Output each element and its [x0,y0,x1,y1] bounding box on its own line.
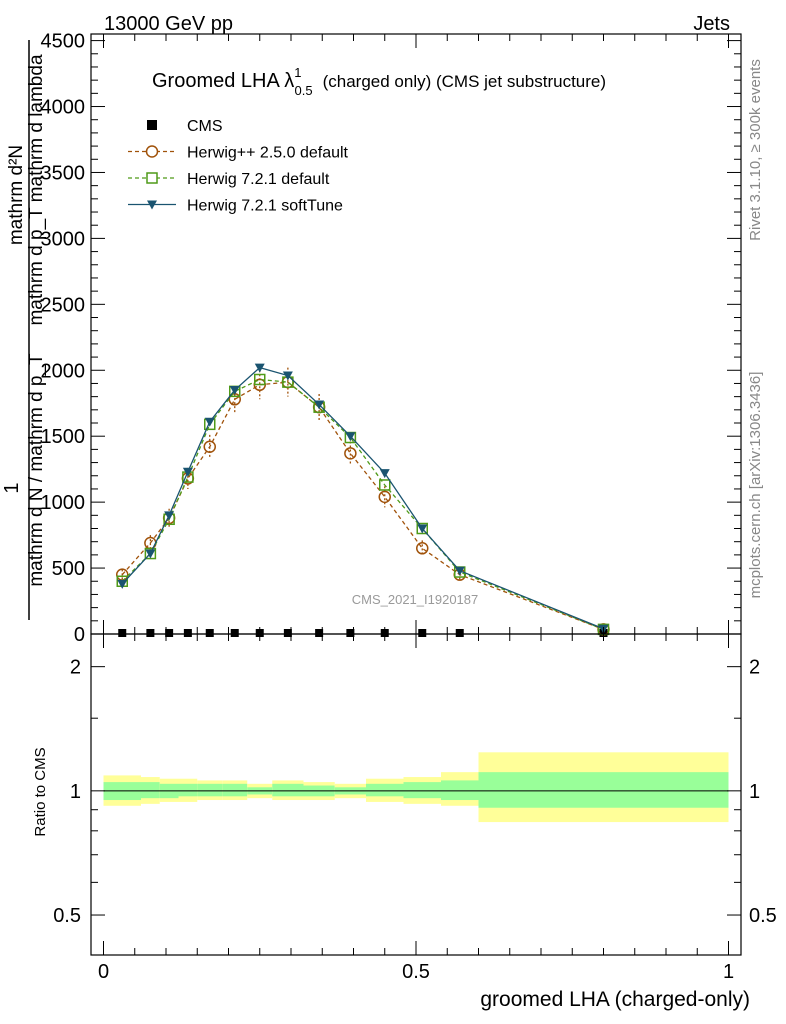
ratio-ylabel: Ratio to CMS [32,747,49,836]
data-point [145,549,156,559]
data-point [315,629,324,637]
data-point [416,542,429,555]
data-point [345,432,356,442]
data-point [379,469,390,479]
legend-label-0: CMS [187,118,223,135]
ticks: 0 500 1000 1500 2000 2500 3000 3500 4000 4500 0 0.5… [41,31,777,983]
x-tick-label: 1 [723,961,734,983]
legend-label-2: Herwig 7.2.1 default [187,171,330,188]
mcplots-label: mcplots.cern.ch [arXiv:1306.3436] [747,372,764,599]
legend-marker-3 [147,200,157,210]
legend-label-1: Herwig++ 2.5.0 default [187,145,349,162]
data-point [205,629,214,637]
title-sup: 1 [294,65,301,80]
y-tick-label: 4000 [41,97,86,119]
data-point [282,371,293,381]
data-point [283,629,292,637]
ylabel-one: 1 [1,482,23,493]
x-tick-label: 0.5 [402,961,430,983]
data-point [418,629,427,637]
ratio-y-tick-label: 0.5 [53,905,81,927]
legend-marker-cms [147,120,157,130]
y-tick-label: 500 [52,558,85,580]
header-right: Jets [693,13,730,35]
data-point [182,467,193,477]
data-point [254,363,265,373]
ratio-inner-band-5 [222,783,248,797]
data-point [118,629,127,637]
data-point [254,373,266,386]
header-left: 13000 GeV pp [104,13,233,35]
data-point [344,447,357,460]
data-point [378,490,391,504]
ratio-y-tick-label-right: 0.5 [749,905,777,927]
ratio-y-tick-label: 2 [70,657,81,679]
main-series [116,363,610,637]
legend-label-3: Herwig 7.2.1 softTune [187,198,343,215]
ratio-inner-band-1 [141,782,160,799]
data-point [346,629,355,637]
data-point [146,629,155,637]
data-point [203,440,216,453]
data-point [165,629,174,637]
ratio-y-tick-label-right: 2 [749,657,760,679]
ylabel-den-left: mathrm d N / mathrm d p_T [26,353,47,587]
ylabel-den-right: mathrm d p_T mathrm d lambda [26,54,47,325]
ratio-inner-band-3 [178,783,198,797]
data-point [314,400,325,410]
data-point [204,417,215,427]
series-0 [118,629,608,637]
data-point [454,566,465,576]
y-tick-label: 3000 [41,228,86,250]
title-rest: (charged only) (CMS jet substructure) [323,72,606,91]
series-line-3 [121,366,604,630]
y-tick-label: 2000 [41,360,86,382]
y-tick-label: 1500 [41,426,86,448]
title-main: Groomed LHA λ [152,70,294,92]
legend-marker-2 [146,172,158,184]
data-point [117,579,128,589]
data-point [183,629,192,637]
ylabel-num-left: mathrm d²N [6,145,27,245]
ratio-inner-band-13 [478,772,729,808]
legend: CMS Herwig++ 2.5.0 default Herwig 7.2.1 de… [128,118,349,215]
ratio-inner-band-4 [197,783,223,797]
y-tick-label: 3500 [41,162,86,184]
data-point [379,479,391,491]
ratio-inner-band-10 [366,783,404,797]
data-point [164,511,175,521]
x-tick-label: 0 [98,961,109,983]
data-point [417,524,428,534]
y-tick-label: 1000 [41,492,86,514]
y-tick-label: 2500 [41,294,86,316]
rivet-label: Rivet 3.1.10, ≥ 300k events [747,59,764,241]
ratio-inner-band-11 [403,782,441,799]
title-sub: 0.5 [295,83,313,98]
watermark: CMS_2021_I1920187 [352,592,479,607]
series-3 [117,363,609,634]
ratio-inner-band-12 [441,780,479,801]
ratio-bands [103,752,729,823]
legend-marker-1 [145,145,159,158]
ratio-y-tick-label-right: 1 [749,781,760,803]
data-point [455,629,464,637]
ratio-y-tick-label: 1 [70,781,81,803]
data-point [229,386,240,396]
y-axis-label: mathrm d²N 1 mathrm d N / mathrm d p_T m… [1,40,47,620]
ratio-inner-band-7 [272,783,304,797]
y-tick-label: 0 [74,624,85,646]
data-point [230,629,239,637]
chart-title: Groomed LHA λ1 0.5 (charged only) (CMS jet… [152,65,606,98]
x-axis-label: groomed LHA (charged-only) [480,988,750,1011]
y-tick-label: 4500 [41,31,86,53]
